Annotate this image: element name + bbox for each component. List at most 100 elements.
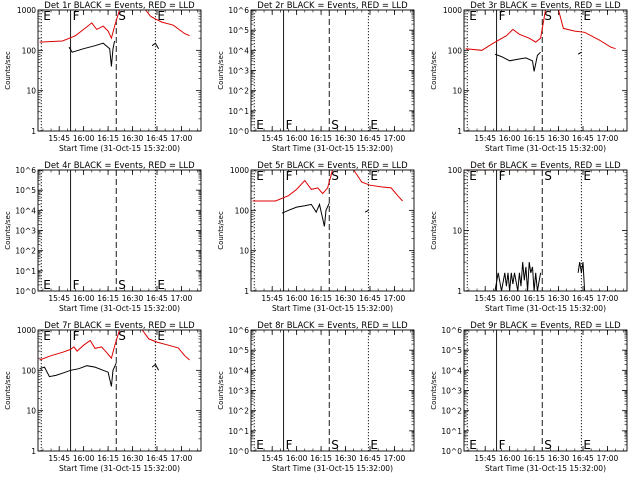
x-tick-label: 16:15 <box>97 454 119 463</box>
series-lld-line <box>141 329 190 361</box>
y-tick-label: 10 <box>26 87 36 96</box>
detector-panel-6: Det 6r BLACK = Events, RED = LLD Counts/s… <box>426 160 639 324</box>
series-lld-line <box>39 9 120 43</box>
x-tick-label: 16:15 <box>523 294 545 303</box>
x-tick-label: 16:00 <box>286 294 308 303</box>
series-events-line <box>494 262 542 292</box>
y-tick-label: 10^0 <box>441 447 462 456</box>
marker-label: E <box>583 169 591 183</box>
y-tick-label: 10^6 <box>228 326 249 335</box>
y-tick-label: 10^5 <box>228 26 249 35</box>
y-tick-label: 10^6 <box>441 326 462 335</box>
x-axis-label: Start Time (31-Oct-15 15:32:00) <box>485 464 606 473</box>
x-tick-label: 16:45 <box>572 134 594 143</box>
y-tick-label: 1000 <box>17 326 36 335</box>
x-tick-label: 17:00 <box>384 294 406 303</box>
x-tick-label: 16:30 <box>335 454 357 463</box>
x-tick-label: 16:15 <box>97 294 119 303</box>
marker-label: F <box>73 329 80 343</box>
y-tick-label: 1 <box>457 127 462 136</box>
x-tick-label: 17:00 <box>171 294 193 303</box>
series-lld-line <box>145 9 190 37</box>
y-axis-label: Counts/sec <box>4 371 12 410</box>
chart-title: Det 8r BLACK = Events, RED = LLD <box>257 321 408 331</box>
y-tick-label: 10^2 <box>15 247 36 256</box>
x-tick-label: 16:45 <box>146 294 168 303</box>
x-tick-label: 15:45 <box>261 294 283 303</box>
chart-title: Det 4r BLACK = Events, RED = LLD <box>44 161 195 171</box>
x-tick-label: 16:00 <box>73 454 95 463</box>
x-tick-label: 17:00 <box>597 454 619 463</box>
series-lld-line <box>353 169 403 202</box>
y-axis-label: Counts/sec <box>217 371 225 410</box>
x-tick-label: 16:30 <box>122 454 144 463</box>
marker-label: S <box>331 169 339 183</box>
y-tick-label: 10^0 <box>228 127 249 136</box>
y-tick-label: 1 <box>457 287 462 296</box>
marker-label: E <box>469 438 477 452</box>
y-tick-label: 10^4 <box>441 366 462 375</box>
y-tick-label: 10 <box>26 407 36 416</box>
detector-panel-3: Det 3r BLACK = Events, RED = LLD Counts/s… <box>426 0 639 164</box>
x-tick-label: 15:45 <box>474 294 496 303</box>
chart-svg: Det 8r BLACK = Events, RED = LLD Counts/s… <box>217 321 415 473</box>
chart-svg: Det 3r BLACK = Events, RED = LLD Counts/s… <box>430 1 628 153</box>
y-tick-label: 10^6 <box>15 166 36 175</box>
y-tick-label: 1 <box>31 447 36 456</box>
marker-label: E <box>43 278 51 292</box>
series-events-line <box>151 42 160 49</box>
y-tick-label: 10^1 <box>441 427 462 436</box>
x-tick-label: 15:45 <box>474 454 496 463</box>
y-tick-label: 1 <box>31 127 36 136</box>
x-tick-label: 16:15 <box>310 294 332 303</box>
y-tick-label: 100 <box>448 46 463 55</box>
x-tick-label: 16:45 <box>572 454 594 463</box>
x-tick-label: 16:15 <box>523 134 545 143</box>
y-tick-label: 100 <box>235 206 250 215</box>
marker-label: E <box>256 169 264 183</box>
y-tick-label: 10^3 <box>228 67 249 76</box>
plot-frame <box>250 9 415 132</box>
y-tick-label: 10^0 <box>228 447 249 456</box>
marker-label: E <box>370 438 378 452</box>
x-tick-label: 16:30 <box>335 134 357 143</box>
y-tick-label: 10^5 <box>228 346 249 355</box>
x-tick-label: 15:45 <box>48 454 70 463</box>
marker-label: F <box>73 278 80 292</box>
plot-frame <box>463 169 628 292</box>
x-tick-label: 16:45 <box>359 294 381 303</box>
x-tick-label: 17:00 <box>384 134 406 143</box>
marker-label: E <box>370 169 378 183</box>
series-events-line <box>364 209 369 213</box>
x-tick-label: 15:45 <box>261 134 283 143</box>
x-tick-label: 16:30 <box>548 454 570 463</box>
marker-label: F <box>73 9 80 23</box>
y-tick-label: 10^2 <box>441 407 462 416</box>
y-tick-label: 1000 <box>17 6 36 15</box>
x-tick-label: 16:30 <box>335 294 357 303</box>
plot-frame <box>250 329 415 452</box>
y-tick-label: 10^5 <box>15 186 36 195</box>
x-tick-label: 16:15 <box>310 454 332 463</box>
x-axis-label: Start Time (31-Oct-15 15:32:00) <box>485 144 606 153</box>
marker-label: E <box>583 9 591 23</box>
x-tick-label: 16:00 <box>286 134 308 143</box>
detector-panel-9: Det 9r BLACK = Events, RED = LLD Counts/s… <box>426 320 639 484</box>
y-axis-label: Counts/sec <box>430 211 438 250</box>
x-tick-label: 16:00 <box>499 454 521 463</box>
y-tick-label: 10 <box>452 227 462 236</box>
marker-label: S <box>118 9 126 23</box>
y-tick-label: 10^1 <box>228 427 249 436</box>
x-axis-label: Start Time (31-Oct-15 15:32:00) <box>272 144 393 153</box>
marker-label: E <box>583 438 591 452</box>
detector-panel-8: Det 8r BLACK = Events, RED = LLD Counts/s… <box>213 320 426 484</box>
marker-label: S <box>544 438 552 452</box>
marker-label: F <box>286 118 293 132</box>
x-tick-label: 17:00 <box>171 134 193 143</box>
y-tick-label: 100 <box>448 166 463 175</box>
plot-frame <box>37 169 202 292</box>
x-axis-label: Start Time (31-Oct-15 15:32:00) <box>59 304 180 313</box>
marker-label: E <box>469 169 477 183</box>
y-tick-label: 10^1 <box>228 107 249 116</box>
